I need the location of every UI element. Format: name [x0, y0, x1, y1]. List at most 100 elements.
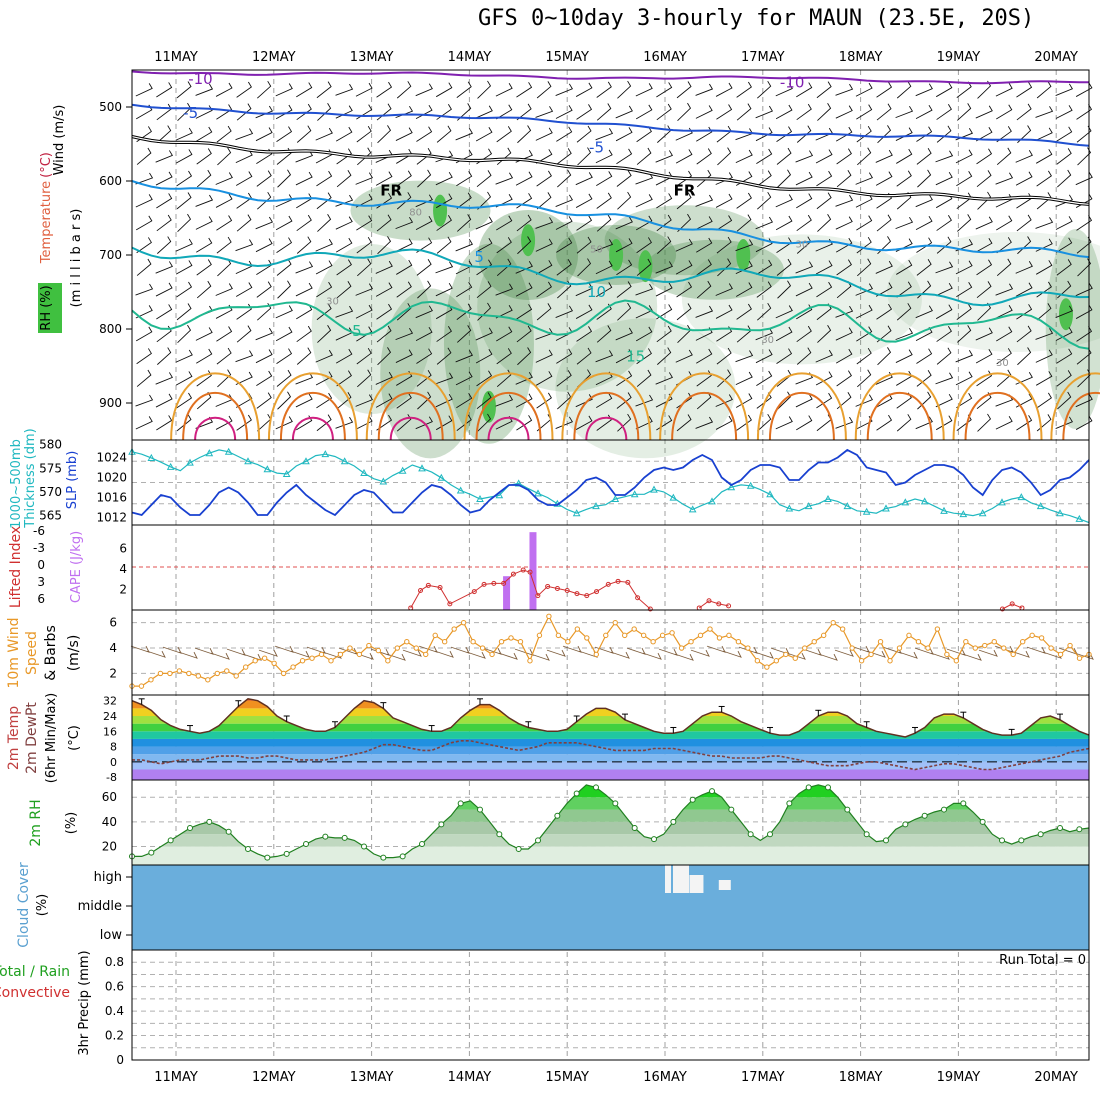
wind-barb: [610, 651, 630, 659]
thickness-marker: [650, 485, 658, 493]
wind-barb: [836, 370, 852, 387]
wind-barb: [135, 194, 153, 208]
wind-speed-point: [328, 658, 334, 664]
wind-barb: [596, 414, 612, 431]
wind-barb: [656, 214, 672, 232]
contour-label: FR: [380, 182, 402, 200]
y-tick-label: 16: [103, 725, 117, 738]
wind-barb: [315, 260, 333, 275]
ylabel-wind-unit: (m/s): [66, 635, 82, 672]
upper-panel: -10 -10 -5 -5 5 10 15 5 FR FR 30 50 30 30 30 80 500 600 70…: [99, 70, 1100, 459]
wind-barb: [915, 215, 933, 231]
wind-barb: [375, 171, 393, 186]
wind-barb: [457, 103, 472, 121]
thickness-marker: [186, 458, 194, 466]
wind-barb: [1075, 394, 1093, 408]
wind-barb: [1055, 327, 1073, 341]
x-tick-label-top: 17MAY: [741, 50, 785, 65]
x-tick-label-bottom: 12MAY: [252, 1070, 296, 1085]
wind-barb: [556, 348, 573, 364]
rh-shade-high: [433, 194, 448, 227]
wind-barb: [495, 283, 514, 296]
rh-point: [747, 831, 754, 838]
thickness-marker: [263, 465, 272, 473]
wind-barb: [1036, 81, 1052, 99]
wind-barb: [642, 652, 662, 660]
wind-barb: [977, 413, 992, 432]
wind-barb: [755, 349, 773, 364]
wind-barb: [130, 645, 150, 653]
wind-barb: [795, 261, 814, 274]
wind-barb: [496, 348, 512, 365]
wind-barb: [876, 303, 893, 320]
wind-barb: [156, 415, 173, 431]
wind-barb: [295, 261, 314, 274]
y-tick-label: low: [100, 928, 123, 943]
wind-barb: [715, 304, 733, 319]
wind-speed-point: [868, 651, 874, 658]
wind-barb: [317, 214, 332, 232]
thickness-line: [131, 449, 1090, 524]
wind-barb: [255, 349, 273, 364]
wind-barb: [196, 126, 213, 142]
wind-barb: [475, 216, 493, 230]
wind-barb: [677, 102, 692, 121]
y-tick-label: 2: [109, 666, 117, 680]
y-tick-label: 24: [103, 710, 117, 723]
wind-barb: [935, 150, 954, 163]
wind-barb: [1016, 193, 1033, 209]
wind-speed-point: [1067, 642, 1073, 649]
wind-barb: [296, 193, 313, 209]
x-tick-label-bottom: 19MAY: [937, 1070, 981, 1085]
wind-barb: [515, 393, 533, 408]
wind-speed-point: [953, 658, 960, 664]
wind-barb: [896, 81, 912, 99]
wind-speed-point: [186, 670, 192, 677]
wind-barb: [215, 193, 233, 208]
wind-barb: [276, 369, 292, 387]
wind-barb: [615, 349, 633, 364]
wind-barb: [655, 261, 674, 274]
wind10m-panel: 2 4 6: [109, 613, 1094, 689]
wind-barb: [275, 215, 293, 231]
ylabel-wind-barbs: & Barbs: [43, 625, 59, 681]
wind-barb: [755, 127, 773, 142]
wind-barb: [356, 326, 373, 342]
wind-barb: [657, 236, 672, 254]
wind-barb: [515, 261, 533, 274]
wind-speed-point: [252, 658, 258, 664]
wind-barb: [355, 283, 374, 296]
wind-barb: [317, 103, 332, 121]
rh-point: [902, 821, 909, 828]
wind-barb: [496, 215, 513, 231]
wind-barb: [706, 645, 726, 653]
wind-barb: [546, 649, 566, 657]
wind-barb: [975, 127, 993, 142]
wind-speed-point: [1076, 655, 1083, 661]
wind-barb: [336, 370, 352, 387]
low-level-temp-contour: [854, 372, 945, 441]
wind-barb: [277, 280, 292, 299]
temp-band: [132, 746, 1089, 755]
wind-barb: [156, 103, 172, 121]
wind-barb: [466, 651, 486, 659]
wind-barb: [935, 261, 954, 274]
wind-barb: [596, 192, 612, 209]
wind-barb: [516, 304, 533, 320]
wind-barb: [895, 105, 914, 119]
low-level-temp-contour: [463, 372, 554, 441]
wind-barb: [736, 303, 752, 320]
wind-speed-point: [148, 677, 154, 683]
wind-barb: [255, 238, 273, 253]
low-level-temp-contour: [389, 416, 432, 441]
wind-barb: [216, 347, 232, 365]
wind-barb: [316, 81, 332, 99]
wind-barb: [936, 104, 952, 120]
wind-barb: [1056, 370, 1072, 387]
wind-barb: [876, 414, 893, 431]
wind-barb: [476, 392, 492, 410]
rh-point: [187, 825, 193, 832]
wind-barb: [1075, 415, 1093, 430]
wind-barb: [626, 647, 646, 655]
